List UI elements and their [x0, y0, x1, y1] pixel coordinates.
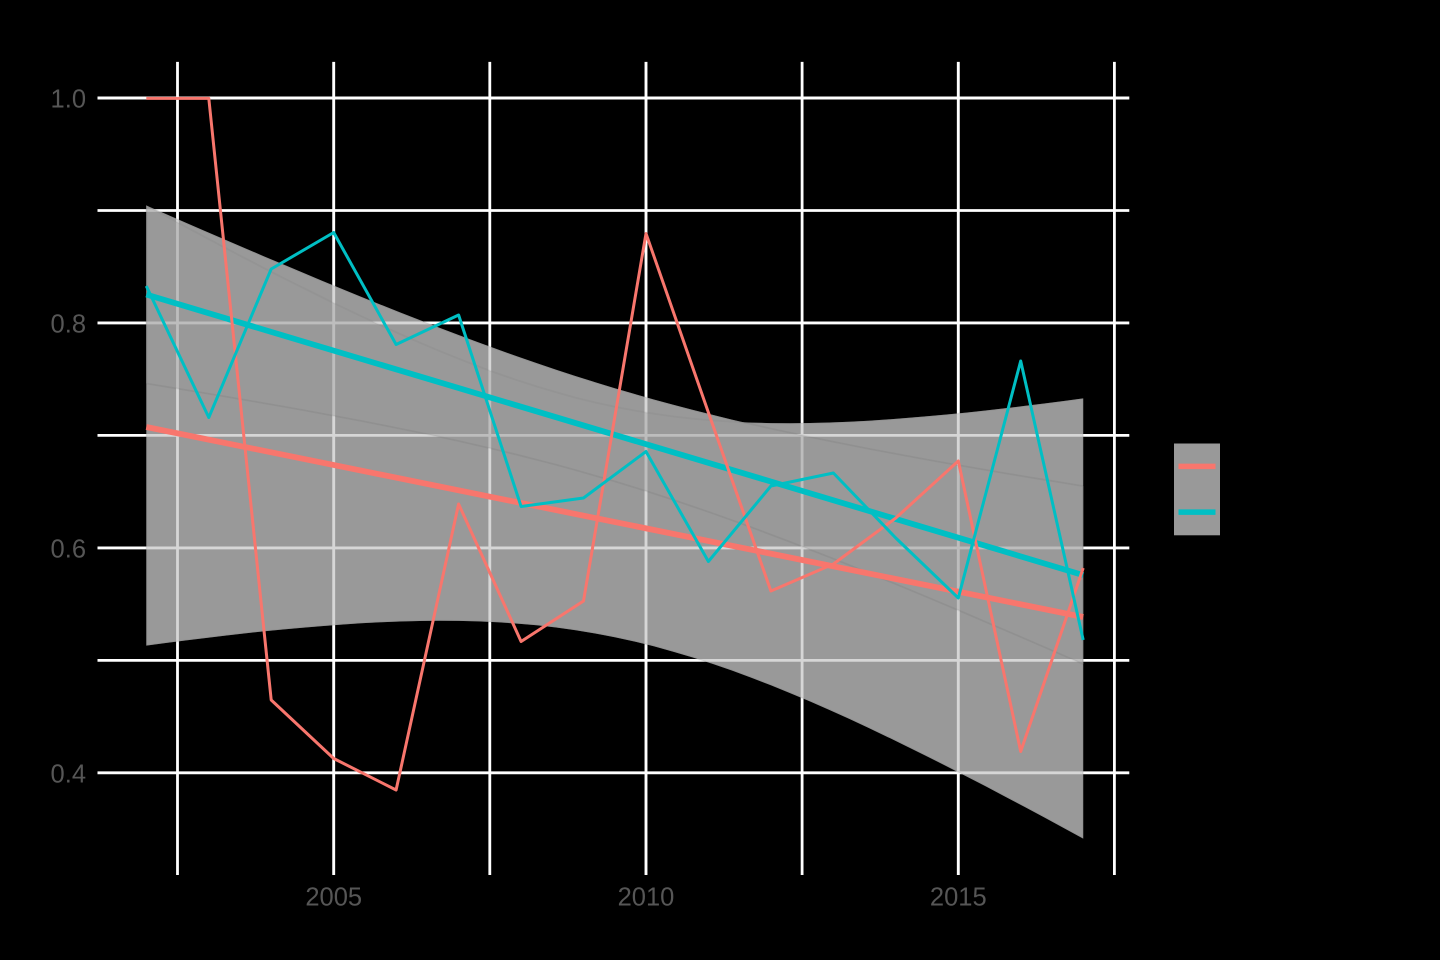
svg-text:2010: 2010 [618, 883, 675, 911]
svg-text:0.4: 0.4 [51, 761, 86, 789]
svg-text:2005: 2005 [305, 883, 362, 911]
svg-text:0.8: 0.8 [51, 311, 86, 339]
svg-text:0.6: 0.6 [51, 536, 86, 564]
svg-text:2015: 2015 [930, 883, 987, 911]
svg-text:1.0: 1.0 [51, 86, 86, 114]
